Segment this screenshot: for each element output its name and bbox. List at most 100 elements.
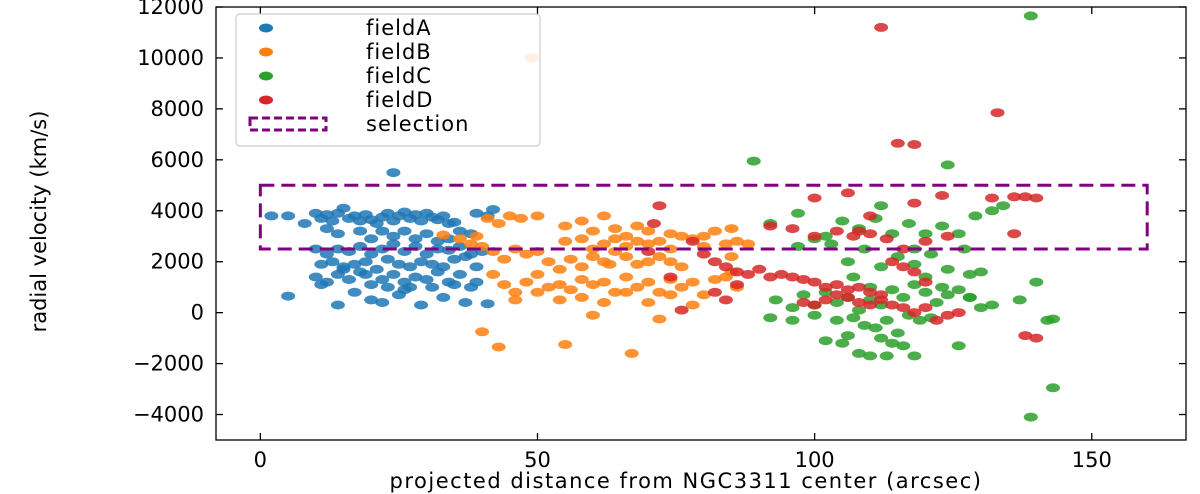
point-fieldD-22 — [896, 244, 911, 254]
point-fieldB-85 — [597, 298, 611, 307]
point-fieldB-46 — [724, 224, 739, 234]
y-tick-label-4000: 4000 — [151, 199, 204, 223]
point-fieldD-69 — [663, 272, 678, 282]
point-fieldB-45 — [741, 239, 756, 249]
point-fieldC-31 — [768, 295, 783, 305]
point-fieldB-64 — [552, 295, 567, 305]
point-fieldC-60 — [912, 315, 927, 325]
point-fieldD-41 — [852, 282, 866, 292]
point-fieldB-69 — [608, 287, 623, 297]
point-fieldB-37 — [652, 236, 667, 246]
legend-marker-fieldD — [259, 95, 273, 105]
point-fieldD-62 — [918, 303, 933, 313]
point-fieldB-91 — [475, 327, 490, 337]
point-fieldA-35 — [386, 231, 401, 241]
point-fieldB-94 — [624, 348, 639, 358]
point-fieldA-46 — [308, 244, 323, 254]
point-fieldC-6 — [835, 216, 850, 226]
point-fieldD-34 — [774, 269, 789, 279]
point-fieldA-70 — [403, 262, 417, 272]
point-fieldA-41 — [452, 226, 467, 236]
point-fieldD-29 — [718, 262, 733, 272]
point-fieldD-5 — [935, 191, 950, 200]
point-fieldC-70 — [874, 333, 889, 343]
point-fieldC-21 — [857, 244, 872, 254]
point-fieldC-78 — [1046, 314, 1060, 324]
point-fieldB-65 — [563, 285, 578, 295]
point-fieldB-34 — [619, 231, 634, 241]
legend-marker-fieldA — [259, 23, 273, 33]
point-fieldD-28 — [707, 257, 722, 267]
point-fieldB-43 — [718, 239, 733, 249]
point-fieldA-1 — [281, 211, 296, 221]
point-fieldD-0 — [874, 22, 889, 32]
x-axis-label: projected distance from NGC3311 center (… — [390, 469, 983, 493]
point-fieldC-23 — [924, 249, 938, 259]
point-fieldC-68 — [818, 336, 833, 346]
point-fieldA-90 — [452, 269, 467, 279]
point-fieldD-55 — [840, 292, 855, 302]
point-fieldB-41 — [696, 231, 711, 241]
point-fieldA-23 — [414, 216, 429, 226]
point-fieldC-64 — [863, 351, 878, 361]
point-fieldC-20 — [824, 239, 839, 249]
point-fieldD-65 — [951, 308, 966, 318]
point-fieldB-89 — [685, 300, 700, 310]
point-fieldD-33 — [763, 272, 778, 282]
y-tick-label-0: 0 — [191, 301, 204, 325]
point-fieldD-15 — [763, 221, 778, 231]
point-fieldC-16 — [996, 201, 1011, 211]
y-axis-label: radial velocity (km/s) — [27, 111, 51, 333]
point-fieldC-11 — [918, 229, 933, 239]
point-fieldC-83 — [962, 292, 977, 302]
point-fieldB-29 — [558, 221, 573, 231]
point-fieldC-58 — [890, 328, 905, 338]
point-fieldB-72 — [641, 277, 656, 287]
point-fieldD-49 — [718, 295, 733, 305]
point-fieldA-17 — [380, 208, 395, 218]
point-fieldD-66 — [674, 305, 689, 315]
point-fieldA-69 — [391, 259, 406, 269]
legend-label-fieldD: fieldD — [366, 88, 433, 112]
point-fieldC-73 — [935, 282, 950, 292]
point-fieldB-63 — [541, 282, 556, 292]
point-fieldB-22 — [619, 252, 634, 262]
point-fieldA-7 — [325, 216, 340, 226]
point-fieldD-35 — [785, 272, 800, 282]
point-fieldB-54 — [641, 239, 656, 249]
point-fieldB-75 — [674, 282, 689, 292]
point-fieldD-10 — [907, 198, 922, 208]
point-fieldC-56 — [868, 323, 883, 333]
point-fieldC-71 — [885, 338, 900, 348]
point-fieldB-39 — [674, 231, 689, 241]
point-fieldD-31 — [741, 269, 756, 279]
point-fieldC-63 — [852, 348, 866, 358]
point-fieldA-101 — [364, 295, 379, 305]
point-fieldB-62 — [530, 269, 545, 279]
point-fieldD-59 — [885, 300, 900, 310]
point-fieldA-52 — [375, 244, 390, 254]
point-fieldA-2 — [281, 291, 296, 301]
point-fieldC-67 — [907, 351, 922, 361]
point-fieldD-12 — [807, 193, 822, 203]
point-fieldB-7 — [452, 234, 467, 244]
point-fieldB-44 — [730, 236, 744, 246]
point-fieldC-45 — [929, 298, 944, 307]
point-fieldB-17 — [563, 254, 578, 264]
point-fieldA-94 — [358, 269, 373, 279]
point-fieldA-36 — [397, 226, 412, 236]
point-fieldA-0 — [264, 211, 279, 221]
point-fieldD-6 — [985, 193, 999, 203]
point-fieldB-58 — [486, 269, 501, 279]
point-fieldC-26 — [840, 257, 855, 267]
point-fieldD-71 — [1018, 331, 1033, 341]
point-fieldC-0 — [1023, 11, 1038, 21]
point-fieldB-48 — [574, 234, 589, 244]
point-fieldB-35 — [630, 221, 645, 231]
point-fieldD-37 — [807, 277, 822, 287]
point-fieldD-63 — [929, 315, 944, 325]
axis-ticks — [216, 6, 1186, 440]
point-fieldA-32 — [353, 226, 368, 236]
point-fieldD-52 — [807, 300, 822, 310]
